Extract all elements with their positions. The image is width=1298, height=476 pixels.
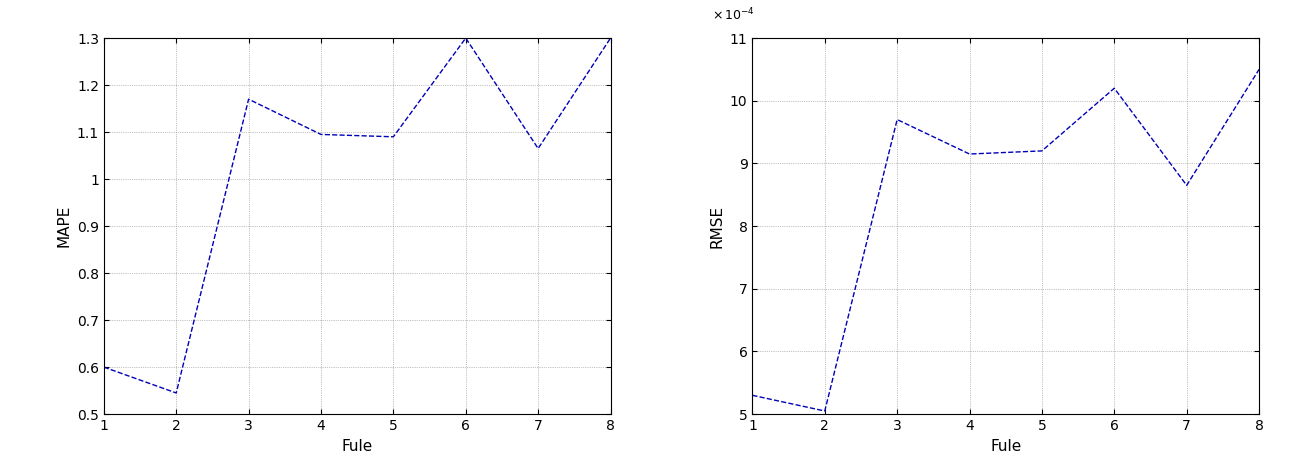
Y-axis label: RMSE: RMSE — [709, 205, 724, 248]
X-axis label: Fule: Fule — [341, 438, 373, 454]
Y-axis label: MAPE: MAPE — [56, 205, 71, 248]
Text: $\times\,10^{-4}$: $\times\,10^{-4}$ — [711, 7, 754, 23]
X-axis label: Fule: Fule — [990, 438, 1022, 454]
